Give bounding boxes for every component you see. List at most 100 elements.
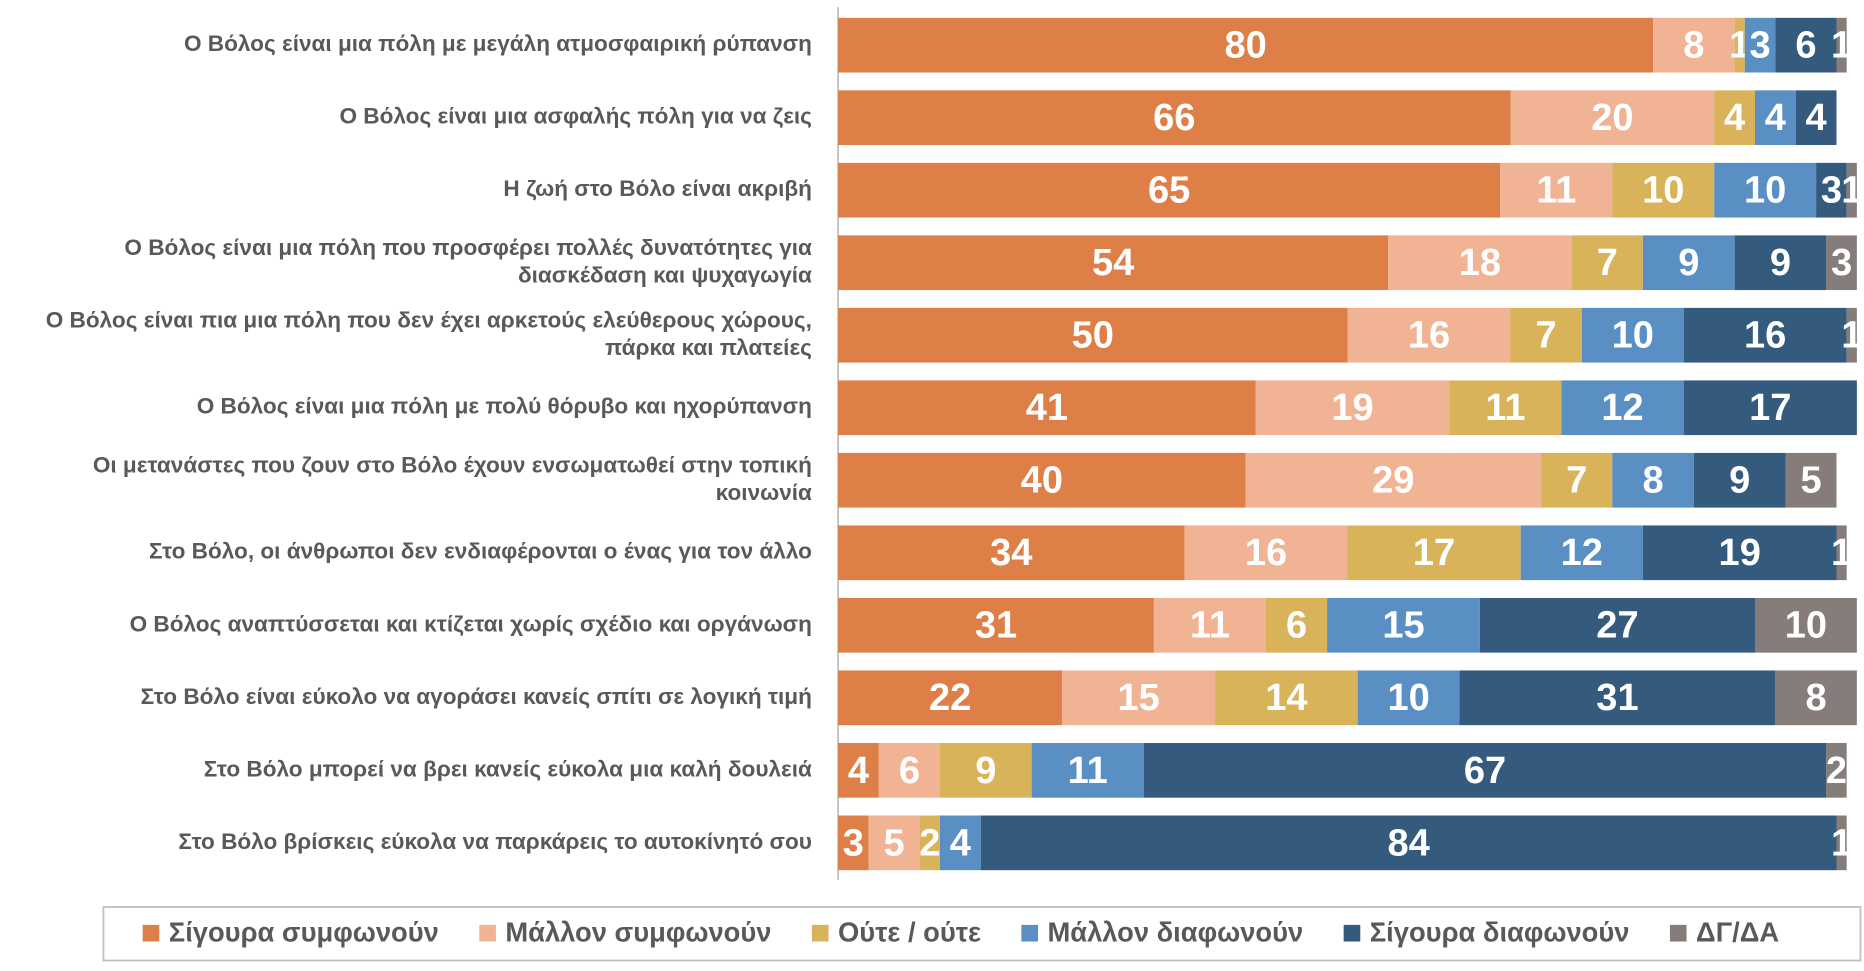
value-label: 8: [1643, 460, 1664, 502]
bar-segment: [838, 307, 1348, 363]
value-label: 41: [1026, 387, 1068, 429]
bar-segment: [1265, 597, 1328, 653]
bar-segment: [838, 162, 1501, 218]
value-label: 17: [1749, 387, 1791, 429]
category-label: Ο Βόλος αναπτύσσεται και κτίζεται χωρίς …: [130, 611, 812, 636]
value-label: 54: [1092, 242, 1134, 284]
bar-segment: [1693, 452, 1786, 508]
category-label: Στο Βόλο μπορεί να βρει κανείς εύκολα μι…: [204, 756, 812, 781]
value-label: 67: [1464, 750, 1506, 792]
value-label: 80: [1224, 25, 1266, 67]
bar-segment: [1846, 162, 1857, 218]
bar-segment: [1581, 307, 1684, 363]
legend-swatch: [142, 924, 160, 942]
bar-segment: [838, 597, 1154, 653]
value-label: 29: [1372, 460, 1414, 502]
bar-segment: [1826, 235, 1857, 291]
value-label: 66: [1153, 97, 1195, 139]
legend-swatch: [479, 924, 496, 942]
value-label: 9: [1678, 242, 1699, 284]
bar-segment: [838, 742, 879, 798]
bar-segment: [838, 380, 1256, 436]
bar-segment: [1347, 307, 1511, 363]
category-label: Στο Βόλο είναι εύκολο να αγοράσει κανείς…: [141, 684, 812, 709]
value-label: 10: [1387, 677, 1429, 719]
value-label: 12: [1561, 532, 1603, 574]
bar-segment: [1612, 452, 1694, 508]
bar-segment: [1775, 670, 1857, 726]
value-label: 14: [1265, 677, 1307, 719]
bar-segment: [1612, 162, 1715, 218]
bar-segment: [1754, 597, 1857, 653]
bar-segment: [1510, 307, 1582, 363]
legend-swatch: [1343, 924, 1361, 942]
value-label: 4: [1724, 97, 1745, 139]
value-label: 10: [1612, 315, 1654, 357]
value-label: 4: [950, 822, 971, 864]
bar-segment: [980, 815, 1837, 871]
legend-label: Ούτε / ούτε: [838, 917, 981, 948]
bar-segment: [1642, 525, 1837, 581]
bar-segment: [1836, 815, 1847, 871]
value-label: 31: [975, 605, 1017, 647]
legend-box: [102, 906, 1862, 962]
value-label: 65: [1148, 170, 1190, 212]
value-label: 11: [1068, 750, 1108, 792]
value-label: 18: [1459, 242, 1501, 284]
value-label: 17: [1413, 532, 1455, 574]
value-label: 11: [1536, 170, 1576, 212]
bar-segment: [1479, 597, 1755, 653]
bar-segment: [838, 452, 1246, 508]
value-label: 19: [1719, 532, 1761, 574]
value-label: 84: [1387, 822, 1429, 864]
bar-segment: [1561, 380, 1684, 436]
bar-segment: [1062, 670, 1216, 726]
value-label: 27: [1596, 605, 1638, 647]
bar-segment: [1153, 597, 1266, 653]
category-label: Η ζωή στο Βόλο είναι ακριβή: [503, 176, 812, 201]
bar-segment: [1653, 17, 1735, 73]
value-label: 34: [990, 532, 1032, 574]
bar-segment: [1683, 307, 1847, 363]
bar-segment: [1520, 525, 1643, 581]
value-label: 10: [1642, 170, 1684, 212]
legend-label: Μάλλον διαφωνούν: [1048, 917, 1304, 948]
bar-segment: [868, 815, 920, 871]
value-label: 11: [1190, 605, 1230, 647]
bar-segment: [1143, 742, 1827, 798]
value-label: 6: [899, 750, 920, 792]
value-label: 10: [1744, 170, 1786, 212]
bar-segment: [1449, 380, 1562, 436]
category-label: Στο Βόλο βρίσκεις εύκολα να παρκάρεις το…: [178, 829, 812, 854]
bar-segment: [1500, 162, 1613, 218]
bar-segment: [1714, 90, 1755, 146]
bar-segment: [1031, 742, 1144, 798]
bar-segment: [1541, 452, 1613, 508]
legend-swatch: [1021, 924, 1038, 942]
value-label: 6: [1286, 605, 1307, 647]
bar-segment: [1836, 525, 1847, 581]
value-label: 9: [975, 750, 996, 792]
bar-segment: [1347, 525, 1521, 581]
value-label: 9: [1770, 242, 1791, 284]
value-label: 2: [1826, 750, 1847, 792]
bar-segment: [1754, 90, 1796, 146]
value-label: 15: [1117, 677, 1159, 719]
category-label: Ο Βόλος είναι πια μια πόλη που δεν έχει …: [46, 308, 812, 360]
value-label: 3: [843, 822, 864, 864]
bar-segment: [1459, 670, 1776, 726]
value-label: 10: [1785, 605, 1827, 647]
bar-segment: [1215, 670, 1358, 726]
value-label: 12: [1601, 387, 1643, 429]
category-label: Ο Βόλος είναι μια πόλη με μεγάλη ατμοσφα…: [184, 31, 812, 56]
bar-segment: [939, 815, 981, 871]
bar-segment: [1734, 235, 1827, 291]
value-label: 7: [1597, 242, 1618, 284]
legend-label: Σίγουρα συμφωνούν: [169, 917, 439, 948]
value-label: 20: [1591, 97, 1633, 139]
value-label: 1: [1841, 315, 1862, 357]
value-label: 4: [848, 750, 869, 792]
bar-segment: [838, 17, 1654, 73]
bar-segment: [1775, 17, 1837, 73]
